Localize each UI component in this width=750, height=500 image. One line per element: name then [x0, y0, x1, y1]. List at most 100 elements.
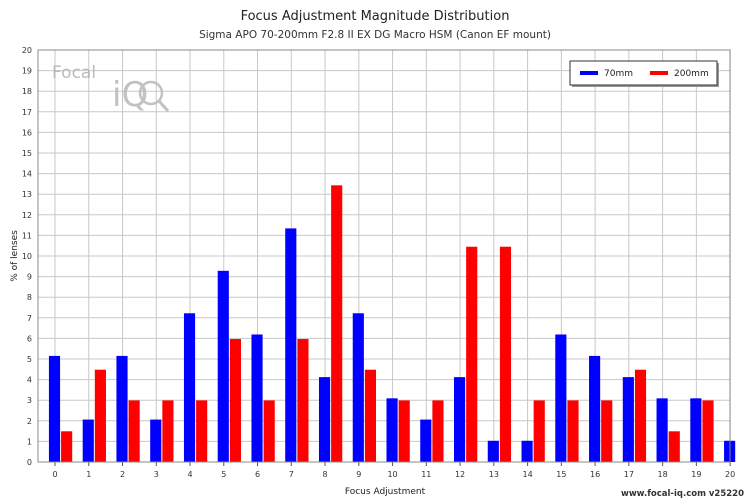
y-tick-label: 18	[22, 87, 32, 96]
legend-swatch-70mm	[580, 71, 598, 75]
logo-mark: iQ	[112, 75, 148, 115]
bar-200mm-7	[297, 339, 309, 462]
y-tick-label: 1	[27, 437, 32, 446]
footer-credit: www.focal-iq.com v25220	[621, 489, 744, 499]
legend-label-70mm: 70mm	[604, 69, 633, 79]
y-tick-label: 15	[22, 149, 32, 158]
x-tick-label: 12	[455, 470, 465, 479]
y-tick-label: 8	[27, 293, 32, 302]
y-tick-label: 16	[22, 128, 32, 137]
bar-200mm-13	[499, 246, 512, 462]
y-tick-label: 20	[22, 46, 32, 55]
y-tick-label: 14	[22, 170, 32, 179]
bar-70mm-0	[48, 355, 61, 462]
bar-70mm-4	[183, 313, 196, 462]
x-tick-label: 15	[556, 470, 566, 479]
y-tick-label: 19	[22, 67, 32, 76]
bars	[48, 185, 736, 463]
x-tick-label: 10	[387, 470, 397, 479]
x-tick-label: 18	[658, 470, 668, 479]
x-tick-label: 8	[323, 470, 328, 479]
y-tick-label: 13	[22, 190, 32, 199]
x-tick-label: 20	[725, 470, 735, 479]
bar-70mm-16	[589, 355, 601, 462]
x-tick-label: 0	[52, 470, 57, 479]
bar-200mm-4	[196, 400, 208, 462]
legend-label-200mm: 200mm	[674, 69, 709, 79]
x-tick-label: 6	[255, 470, 260, 479]
bar-70mm-11	[420, 419, 432, 462]
y-tick-label: 5	[27, 355, 32, 364]
x-tick-label: 17	[624, 470, 634, 479]
legend-swatch-200mm	[650, 71, 668, 75]
bar-70mm-6	[251, 334, 263, 462]
x-tick-label: 16	[590, 470, 600, 479]
x-tick-label: 11	[421, 470, 431, 479]
bar-200mm-6	[263, 400, 275, 462]
bar-70mm-2	[116, 355, 128, 462]
chart-subtitle: Sigma APO 70-200mm F2.8 II EX DG Macro H…	[199, 29, 551, 41]
bar-70mm-1	[82, 419, 94, 462]
bar-200mm-12	[466, 246, 478, 462]
y-tick-label: 11	[22, 231, 32, 240]
y-tick-label: 12	[22, 211, 32, 220]
bar-70mm-17	[622, 377, 634, 462]
legend: 70mm 200mm	[569, 60, 719, 87]
y-tick-label: 6	[27, 334, 32, 343]
y-tick-label: 0	[27, 458, 32, 467]
x-tick-label: 2	[120, 470, 125, 479]
x-tick-label: 1	[86, 470, 91, 479]
y-axis-label: % of lenses	[10, 230, 20, 282]
x-tick-label: 14	[522, 470, 532, 479]
bar-200mm-17	[634, 369, 647, 462]
x-tick-label: 7	[289, 470, 294, 479]
bar-70mm-8	[318, 377, 331, 462]
x-tick-label: 13	[489, 470, 499, 479]
bar-200mm-9	[364, 369, 377, 462]
y-tick-label: 10	[22, 252, 32, 261]
x-axis-label: Focus Adjustment	[345, 487, 426, 497]
x-tick-label: 4	[187, 470, 192, 479]
bar-200mm-19	[702, 400, 714, 462]
bar-200mm-16	[601, 400, 613, 462]
x-tick-label: 5	[221, 470, 226, 479]
y-tick-label: 9	[27, 273, 32, 282]
x-tick-label: 19	[691, 470, 701, 479]
bar-200mm-11	[432, 400, 444, 462]
bar-70mm-14	[521, 440, 533, 462]
x-tick-label: 9	[356, 470, 361, 479]
bar-70mm-18	[656, 398, 668, 462]
y-tick-label: 17	[22, 108, 32, 117]
bar-200mm-14	[533, 400, 545, 462]
bar-70mm-13	[487, 440, 499, 462]
bar-200mm-0	[61, 431, 73, 462]
bar-200mm-2	[128, 400, 140, 462]
bar-200mm-3	[162, 400, 174, 462]
bar-200mm-10	[398, 400, 410, 462]
y-tick-label: 2	[27, 417, 32, 426]
plot-border	[37, 49, 731, 463]
bar-70mm-9	[352, 313, 364, 462]
bar-200mm-15	[567, 400, 579, 462]
bar-70mm-12	[454, 377, 466, 462]
magnifier-handle	[157, 99, 170, 113]
bar-70mm-7	[285, 228, 297, 462]
bar-70mm-10	[386, 398, 398, 462]
bar-70mm-15	[555, 334, 567, 462]
logo-wordmark: Focal	[52, 63, 96, 83]
x-tick-label: 3	[154, 470, 159, 479]
chart-title: Focus Adjustment Magnitude Distribution	[241, 9, 510, 24]
bar-200mm-18	[668, 431, 680, 462]
y-tick-label: 7	[27, 314, 32, 323]
bar-70mm-19	[690, 398, 702, 462]
bar-200mm-8	[331, 185, 343, 463]
bar-70mm-5	[217, 270, 229, 462]
focal-iq-logo: Focal iQ	[52, 63, 170, 115]
y-tick-label: 3	[27, 396, 32, 405]
bar-200mm-5	[229, 339, 241, 462]
magnifier-icon	[138, 80, 164, 106]
bar-70mm-3	[150, 419, 162, 462]
y-tick-label: 4	[27, 376, 32, 385]
